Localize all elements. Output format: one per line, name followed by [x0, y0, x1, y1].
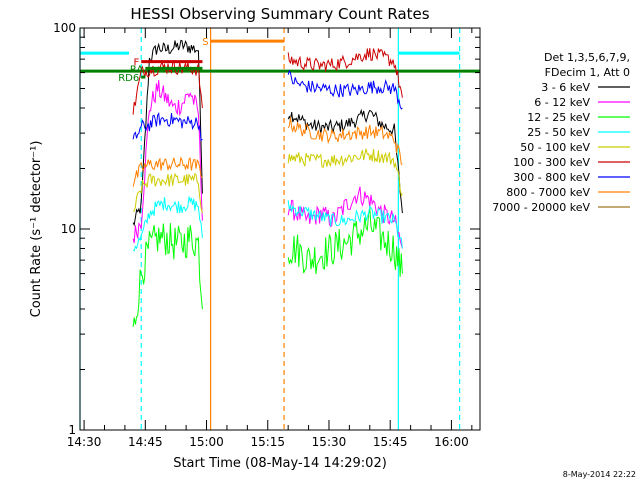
series-line-0-segment-1	[287, 108, 403, 214]
series-line-7-segment-1	[287, 117, 403, 165]
legend-entry-label-5: 100 - 300 keV	[513, 156, 590, 169]
series-line-1-segment-0	[132, 80, 203, 244]
legend-entry-label-2: 12 - 25 keV	[527, 111, 590, 124]
plot-frame	[79, 27, 481, 431]
x-tick-label-1: 14:45	[128, 435, 163, 449]
x-tick-label-4: 15:30	[312, 435, 347, 449]
series-line-7-segment-0	[132, 156, 203, 187]
series-line-4-segment-1	[287, 148, 403, 197]
legend-header-decimation: FDecim 1, Att 0	[545, 66, 630, 79]
legend-entry-label-1: 6 - 12 keV	[534, 96, 590, 109]
x-tick-label-5: 15:45	[373, 435, 408, 449]
date-stamp: 8-May-2014 22:22	[563, 470, 636, 479]
legend-entries: 3 - 6 keV 6 - 12 keV 12 - 25 keV 25 - 50 ke…	[492, 81, 630, 214]
legend-entry-label-3: 25 - 50 keV	[527, 126, 590, 139]
flag-label-1: RA	[130, 64, 144, 75]
x-tick-label-2: 15:00	[189, 435, 224, 449]
x-tick-label-6: 16:00	[434, 435, 469, 449]
flag-label-3: S	[202, 37, 208, 48]
series-line-4-segment-0	[132, 172, 203, 214]
legend-entry-label-8: 7000 - 20000 keV	[492, 201, 590, 214]
y-axis-label: Count Rate (s⁻¹ detector⁻¹)	[29, 141, 44, 318]
flag-label-2: RD6	[118, 73, 139, 84]
legend-entry-label-4: 50 - 100 keV	[520, 141, 590, 154]
legend-entry-label-7: 800 - 7000 keV	[506, 186, 590, 199]
y-tick-label-1: 10	[61, 222, 76, 236]
x-tick-label-3: 15:15	[250, 435, 285, 449]
axis-ticks: 14:30 14:45 15:00 15:15 15:30 15:45 16:00 1 10 10…	[53, 21, 480, 449]
series-line-6-segment-0	[132, 111, 203, 142]
legend: Det 1,3,5,6,7,9, FDecim 1, Att 0 3 - 6 k…	[492, 51, 630, 214]
legend-entry-label-6: 300 - 800 keV	[513, 171, 590, 184]
legend-header-detectors: Det 1,3,5,6,7,9,	[544, 51, 630, 64]
legend-entry-label-0: 3 - 6 keV	[541, 81, 590, 94]
y-tick-label-0: 1	[68, 423, 76, 437]
series-line-3-segment-0	[132, 196, 203, 252]
x-tick-label-0: 14:30	[67, 435, 102, 449]
series-line-5-segment-1	[287, 48, 403, 98]
series-line-0-segment-0	[132, 39, 203, 227]
y-tick-label-2: 100	[53, 21, 76, 35]
chart-title: HESSI Observing Summary Count Rates	[130, 5, 429, 23]
series-line-2-segment-0	[132, 223, 203, 327]
series-line-3-segment-1	[287, 200, 403, 249]
series-line-2-segment-1	[287, 207, 403, 277]
x-axis-label: Start Time (08-May-14 14:29:02)	[173, 456, 387, 471]
flag-label-0: F	[133, 58, 139, 69]
series-line-6-segment-1	[287, 69, 403, 110]
